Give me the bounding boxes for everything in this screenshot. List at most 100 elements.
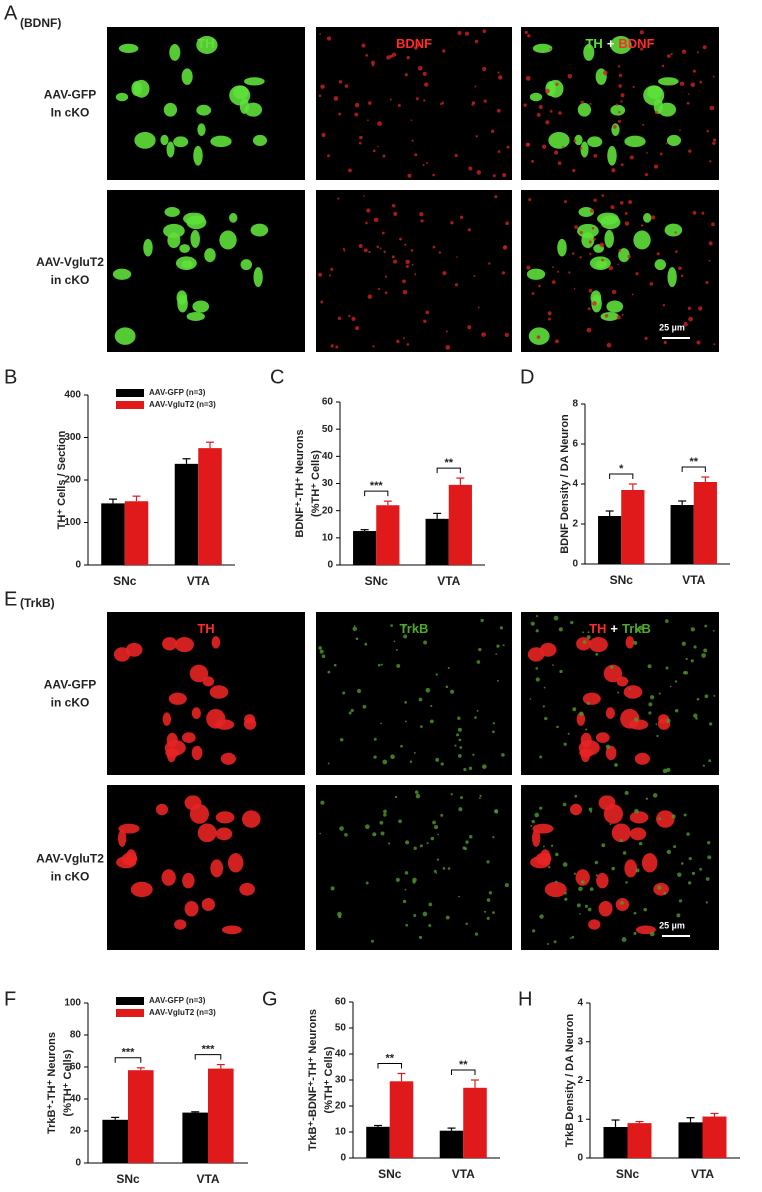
signal-dot xyxy=(529,698,532,700)
signal-dot xyxy=(479,794,482,797)
cell-blob xyxy=(625,636,635,649)
cell-blob xyxy=(607,145,617,166)
signal-dot xyxy=(412,877,417,883)
signal-dot xyxy=(698,306,703,311)
cell-blob xyxy=(183,212,205,225)
signal-dot xyxy=(586,635,591,640)
signal-dot xyxy=(394,795,398,799)
signal-dot xyxy=(553,615,559,621)
signal-dot xyxy=(587,631,590,634)
y-tick-label: 10 xyxy=(322,532,334,543)
cell-blob xyxy=(629,827,647,841)
signal-dot xyxy=(435,673,438,676)
signal-dot xyxy=(418,697,423,702)
signal-dot xyxy=(465,922,468,926)
cell-blob xyxy=(605,745,617,761)
panel-letter: H xyxy=(518,988,532,1010)
bar xyxy=(376,505,400,565)
cell-blob xyxy=(544,881,567,898)
signal-dot xyxy=(432,173,435,177)
signal-dot xyxy=(633,640,638,645)
signal-dot xyxy=(670,52,673,56)
signal-dot xyxy=(553,940,557,944)
cell-blob xyxy=(620,708,640,729)
cell-blob xyxy=(193,145,203,166)
signal-dot xyxy=(318,272,323,277)
signal-dot xyxy=(523,103,527,107)
x-tick-label: SNc xyxy=(113,574,137,588)
bar xyxy=(598,516,622,564)
signal-dot xyxy=(405,923,409,927)
cell-blob xyxy=(244,77,265,86)
signal-dot xyxy=(702,45,707,50)
cell-blob xyxy=(641,853,658,873)
signal-dot xyxy=(584,904,588,908)
signal-dot xyxy=(674,709,679,713)
cell-blob xyxy=(624,135,646,148)
x-tick-label: VTA xyxy=(691,1167,714,1181)
signal-dot xyxy=(531,292,535,295)
signal-dot xyxy=(373,737,377,741)
cell-blob xyxy=(202,676,215,687)
y-axis-label: TrkB Density / DA Neuron xyxy=(564,1013,576,1147)
cell-blob xyxy=(210,859,224,878)
signal-dot xyxy=(693,713,698,718)
signal-dot xyxy=(705,877,710,881)
signal-dot xyxy=(545,88,550,94)
x-tick-label: SNc xyxy=(116,1172,140,1186)
y-axis-label: (%TH⁺ Cells) xyxy=(62,1049,74,1116)
signal-dot xyxy=(699,867,703,871)
signal-dot xyxy=(423,640,428,645)
y-axis-label: BDNF Density / DA Neuron xyxy=(559,414,571,554)
cell-blob xyxy=(143,238,153,257)
signal-dot xyxy=(423,319,427,323)
signal-dot xyxy=(319,649,324,654)
y-tick-label: 60 xyxy=(70,1062,82,1073)
signal-dot xyxy=(548,317,551,321)
signal-dot xyxy=(638,841,643,846)
signal-dot xyxy=(428,902,433,907)
cell-blob xyxy=(241,810,261,828)
signal-dot xyxy=(582,631,585,634)
significance-label: *** xyxy=(370,480,384,492)
y-tick-label: 20 xyxy=(322,505,334,516)
y-tick-label: 10 xyxy=(335,1127,347,1138)
signal-dot xyxy=(384,291,388,295)
significance-label: * xyxy=(619,463,624,475)
signal-dot xyxy=(368,101,372,105)
cell-blob xyxy=(182,872,195,889)
cell-blob xyxy=(115,92,129,102)
signal-dot xyxy=(589,252,592,256)
signal-dot xyxy=(539,806,543,810)
signal-dot xyxy=(459,796,463,800)
signal-dot xyxy=(580,100,584,104)
signal-dot xyxy=(621,937,627,942)
cell-blob xyxy=(635,925,656,935)
x-tick-label: VTA xyxy=(187,574,210,588)
cell-blob xyxy=(219,230,237,250)
signal-dot xyxy=(337,197,340,200)
signal-dot xyxy=(454,153,458,158)
signal-dot xyxy=(653,164,659,169)
signal-dot xyxy=(432,245,436,249)
signal-dot xyxy=(492,836,495,839)
signal-dot xyxy=(604,313,609,318)
signal-dot xyxy=(333,663,337,667)
signal-dot xyxy=(320,84,325,89)
legend-label: AAV-VgluT2 (n=3) xyxy=(149,1008,216,1017)
cell-blob xyxy=(574,134,583,146)
signal-dot xyxy=(649,931,655,937)
signal-dot xyxy=(711,222,715,227)
micrograph xyxy=(107,612,305,775)
signal-dot xyxy=(705,281,709,285)
signal-dot xyxy=(555,880,558,884)
signal-dot xyxy=(483,99,487,103)
signal-dot xyxy=(524,30,528,35)
signal-dot xyxy=(707,855,712,860)
signal-dot xyxy=(368,250,371,254)
signal-dot xyxy=(481,332,486,337)
signal-dot xyxy=(424,82,429,87)
bar xyxy=(366,1126,390,1158)
signal-dot xyxy=(536,335,541,339)
signal-dot xyxy=(680,274,684,278)
